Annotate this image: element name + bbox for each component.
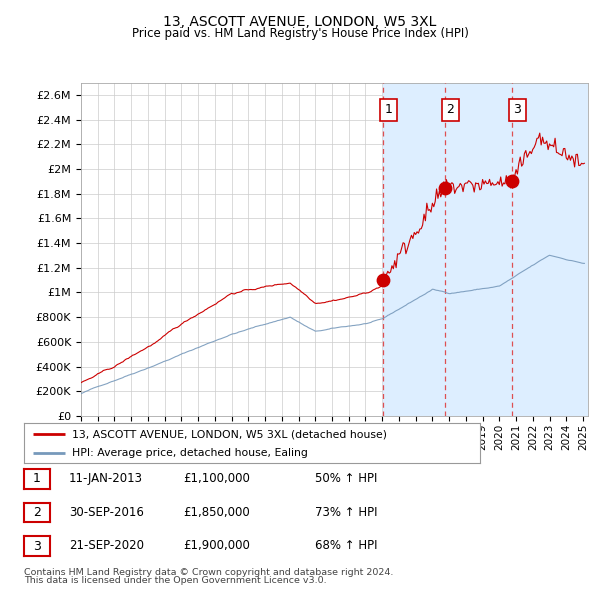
- Text: 30-SEP-2016: 30-SEP-2016: [69, 506, 144, 519]
- Point: [507, 176, 517, 186]
- Text: Contains HM Land Registry data © Crown copyright and database right 2024.: Contains HM Land Registry data © Crown c…: [24, 568, 394, 577]
- Text: Price paid vs. HM Land Registry's House Price Index (HPI): Price paid vs. HM Land Registry's House …: [131, 27, 469, 40]
- Text: 3: 3: [514, 103, 521, 116]
- Text: 2: 2: [446, 103, 454, 116]
- Point: [440, 183, 450, 192]
- Text: 3: 3: [33, 539, 41, 553]
- Text: 2: 2: [33, 506, 41, 519]
- Text: 73% ↑ HPI: 73% ↑ HPI: [315, 506, 377, 519]
- Text: 1: 1: [33, 472, 41, 486]
- Text: 11-JAN-2013: 11-JAN-2013: [69, 472, 143, 485]
- Text: 68% ↑ HPI: 68% ↑ HPI: [315, 539, 377, 552]
- Bar: [383, 83, 588, 416]
- Text: £1,900,000: £1,900,000: [183, 539, 250, 552]
- Text: 13, ASCOTT AVENUE, LONDON, W5 3XL: 13, ASCOTT AVENUE, LONDON, W5 3XL: [163, 15, 437, 29]
- Text: £1,100,000: £1,100,000: [183, 472, 250, 485]
- Text: 1: 1: [385, 103, 392, 116]
- Text: 50% ↑ HPI: 50% ↑ HPI: [315, 472, 377, 485]
- Text: This data is licensed under the Open Government Licence v3.0.: This data is licensed under the Open Gov…: [24, 576, 326, 585]
- Point: [378, 276, 388, 285]
- Text: 21-SEP-2020: 21-SEP-2020: [69, 539, 144, 552]
- Text: 13, ASCOTT AVENUE, LONDON, W5 3XL (detached house): 13, ASCOTT AVENUE, LONDON, W5 3XL (detac…: [72, 430, 387, 440]
- Text: £1,850,000: £1,850,000: [183, 506, 250, 519]
- Text: HPI: Average price, detached house, Ealing: HPI: Average price, detached house, Eali…: [72, 448, 308, 458]
